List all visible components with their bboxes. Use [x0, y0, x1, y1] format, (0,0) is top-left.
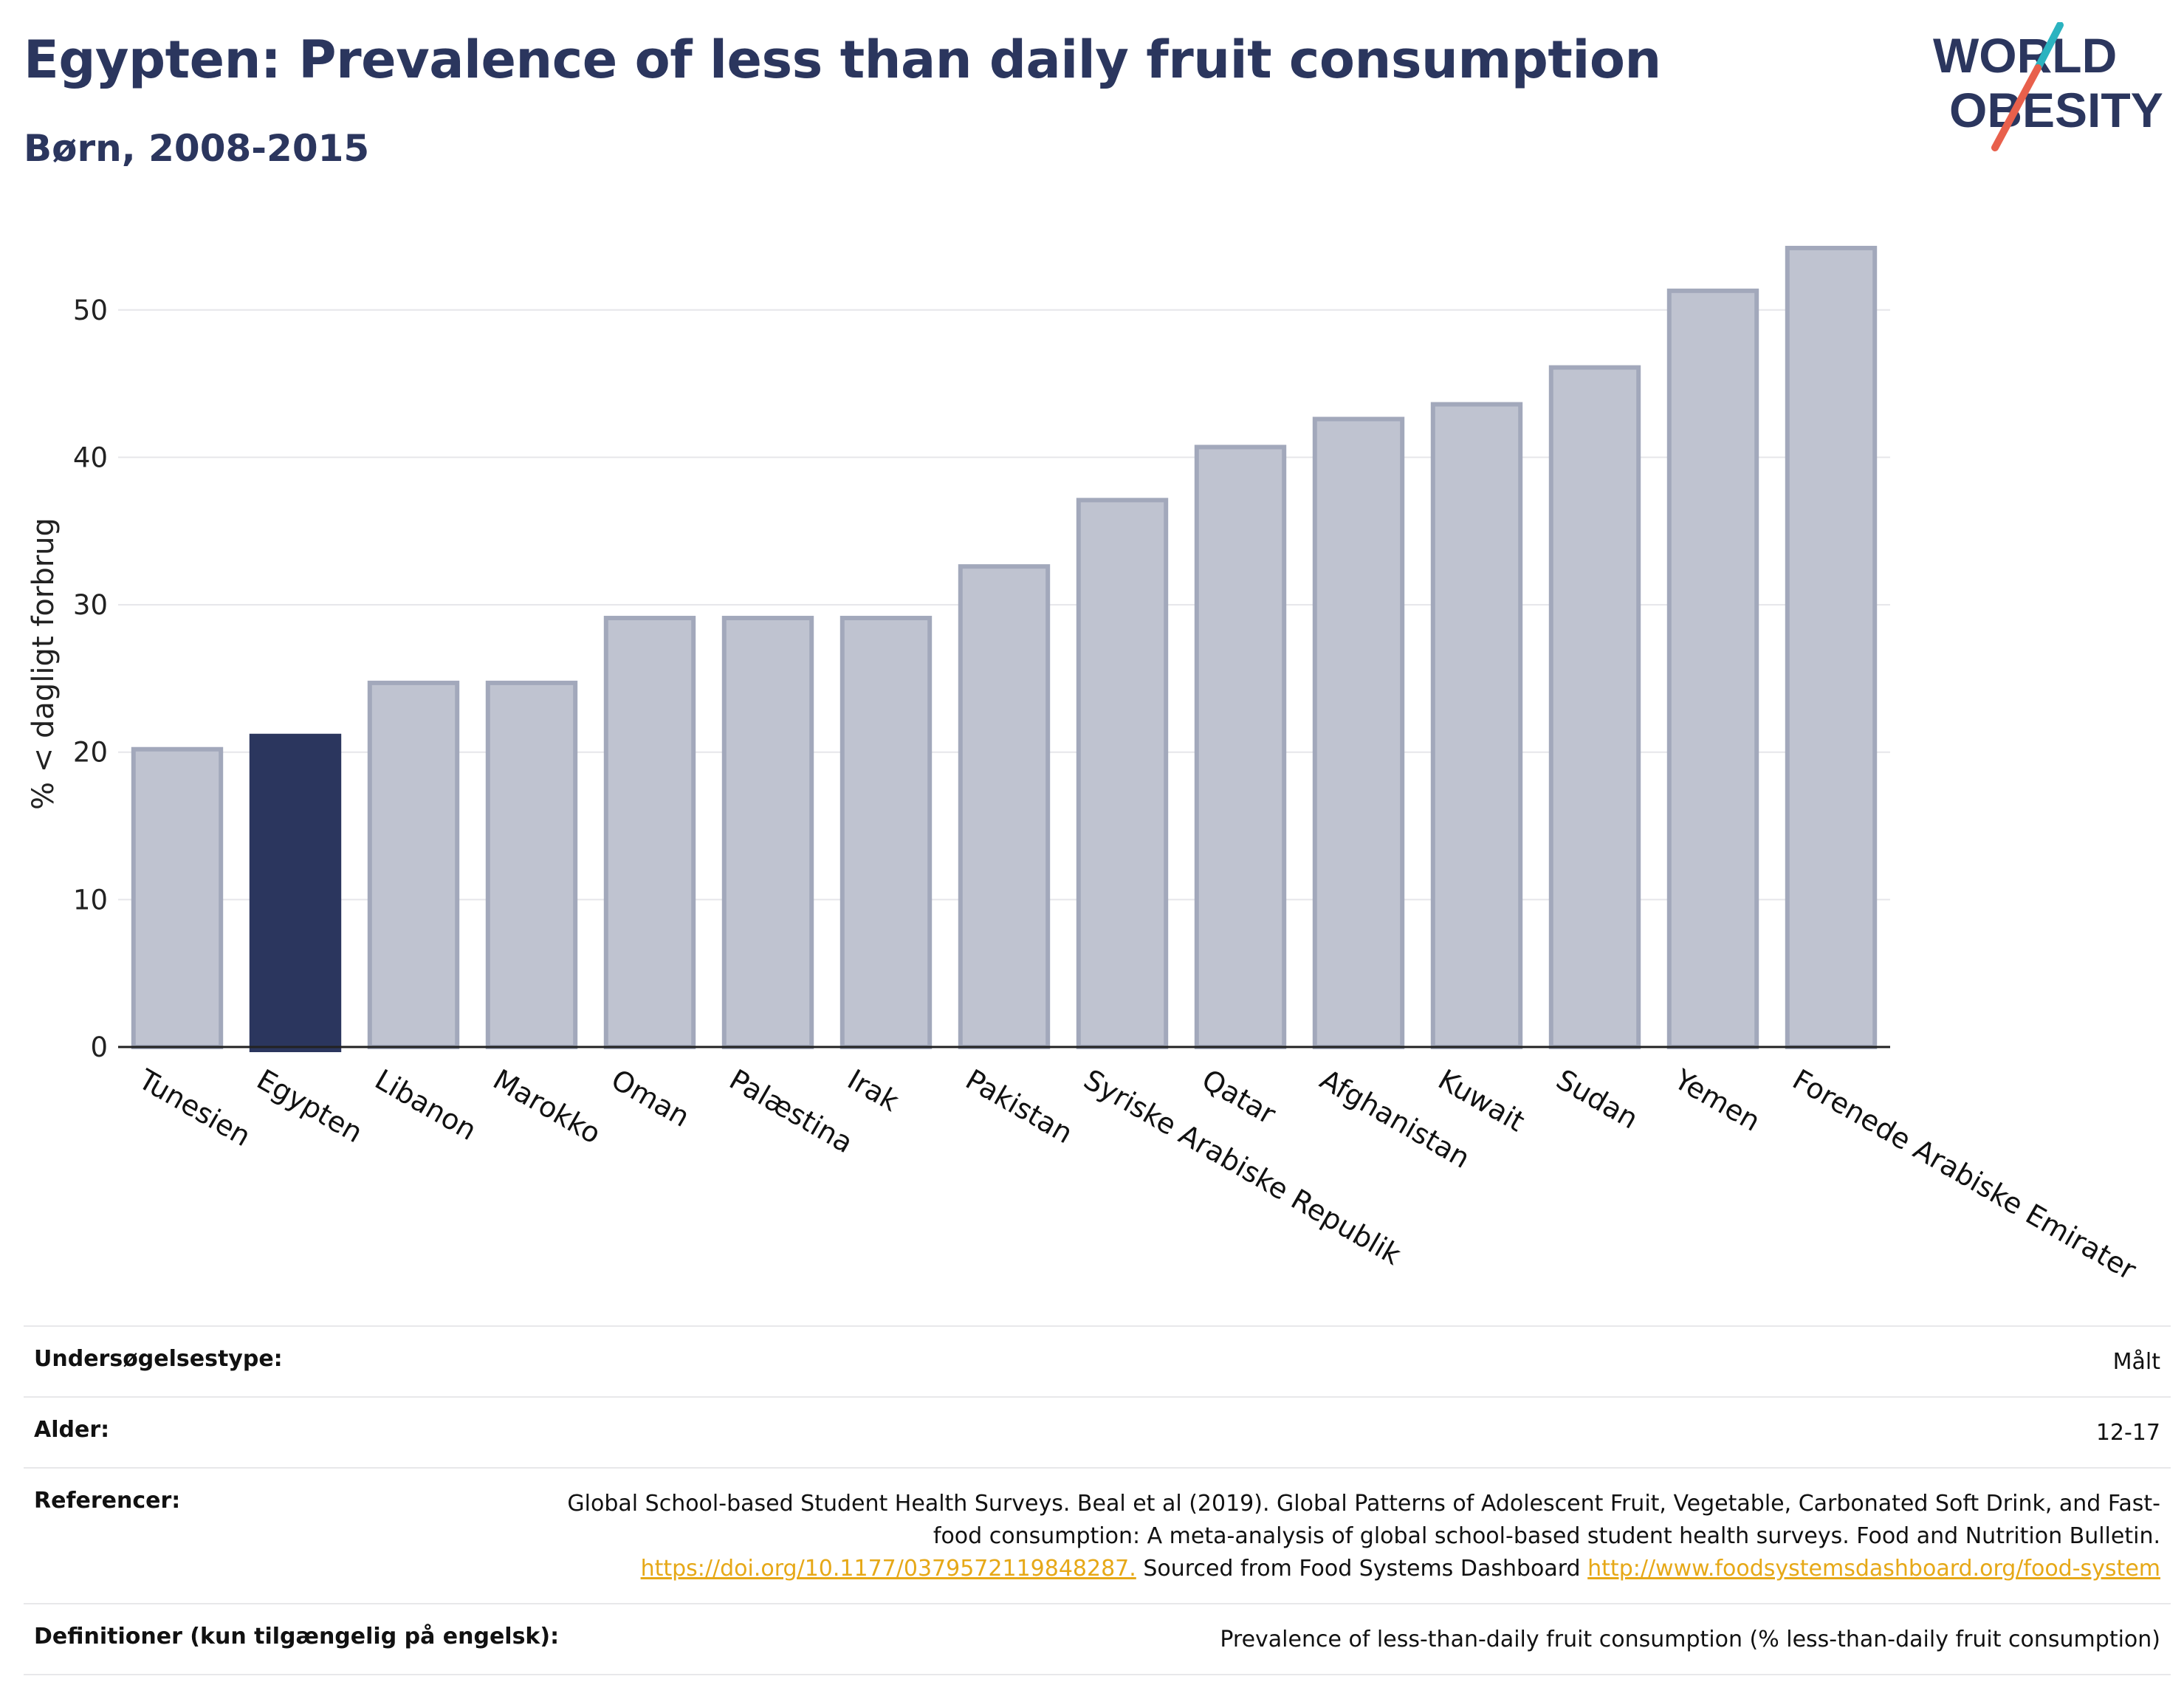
bar-chart: 0 10 20 30 40 50 % < dagligt forbrug TunesienEg… — [27, 245, 2142, 1287]
bar — [1312, 416, 1405, 1049]
x-tick-label: Palæstina — [724, 1063, 859, 1160]
meta-label: Undersøgelsestype: — [34, 1346, 283, 1372]
meta-value: Målt — [2112, 1349, 2160, 1375]
x-tick-label: Kuwait — [1433, 1063, 1531, 1139]
meta-row-references: Referencer: Global School-based Student … — [24, 1467, 2171, 1603]
meta-row-definitions: Definitioner (kun tilgængelig på engelsk… — [24, 1603, 2171, 1675]
bar — [1666, 288, 1759, 1049]
bar — [249, 733, 342, 1053]
world-obesity-logo: WORLD OBESITY — [1933, 22, 2163, 151]
x-tick-label: Marokko — [488, 1063, 607, 1150]
bar — [839, 616, 933, 1049]
meta-label: Alder: — [34, 1417, 110, 1443]
bar — [1548, 365, 1641, 1049]
y-tick-label: 10 — [73, 884, 108, 916]
meta-value: Prevalence of less-than-daily fruit cons… — [1220, 1627, 2160, 1652]
x-tick-label: Forenede Arabiske Emirater — [1788, 1063, 2142, 1287]
reference-source-text: Sourced from Food Systems Dashboard — [1143, 1556, 1581, 1582]
bar — [367, 680, 460, 1049]
bar — [721, 616, 814, 1049]
meta-label: Definitioner (kun tilgængelig på engelsk… — [34, 1624, 560, 1649]
bar — [958, 564, 1051, 1049]
dashboard-link[interactable]: http://www.foodsystemsdashboard.org/food… — [1587, 1556, 2160, 1582]
x-tick-label: Egypten — [252, 1063, 368, 1150]
y-axis-label: % < dagligt forbrug — [27, 518, 61, 810]
x-tick-label: Irak — [842, 1063, 904, 1118]
bar — [485, 680, 578, 1049]
metadata-table: Undersøgelsestype: Målt Alder: 12-17 Ref… — [24, 1325, 2171, 1675]
bar — [131, 746, 224, 1049]
logo-line1: WORLD — [1933, 28, 2117, 83]
x-tick-label: Oman — [606, 1063, 696, 1133]
x-tick-label: Sudan — [1551, 1063, 1644, 1136]
bar — [1785, 245, 1878, 1050]
y-tick-label: 40 — [73, 442, 108, 473]
meta-value: 12-17 — [2095, 1420, 2160, 1446]
bar — [1194, 444, 1287, 1049]
chart-title: Egypten: Prevalence of less than daily f… — [24, 30, 1661, 90]
doi-link[interactable]: https://doi.org/10.1177/0379572119848287… — [640, 1556, 1136, 1582]
meta-value: Global School-based Student Health Surve… — [551, 1488, 2160, 1585]
y-tick-label: 30 — [73, 589, 108, 621]
bar — [1076, 498, 1169, 1049]
x-tick-label: Tunesien — [133, 1062, 256, 1153]
logo-slash-teal — [2034, 22, 2064, 72]
x-tick-label: Libanon — [370, 1063, 482, 1147]
bar — [603, 616, 696, 1049]
x-tick-label: Yemen — [1669, 1062, 1766, 1138]
y-tick-label: 50 — [73, 295, 108, 326]
logo-line2: OBESITY — [1949, 83, 2163, 137]
x-tick-label: Pakistan — [961, 1063, 1079, 1150]
y-tick-label: 20 — [73, 737, 108, 769]
meta-row-survey-type: Undersøgelsestype: Målt — [24, 1325, 2171, 1396]
x-tick-label: Qatar — [1197, 1063, 1282, 1131]
chart-subtitle: Børn, 2008-2015 — [24, 127, 370, 170]
logo-slash-red — [1991, 64, 2042, 151]
reference-text: Global School-based Student Health Surve… — [567, 1491, 2160, 1549]
bar — [1430, 402, 1523, 1049]
meta-label: Referencer: — [34, 1488, 181, 1514]
y-tick-label: 0 — [90, 1031, 108, 1063]
meta-row-age: Alder: 12-17 — [24, 1396, 2171, 1467]
